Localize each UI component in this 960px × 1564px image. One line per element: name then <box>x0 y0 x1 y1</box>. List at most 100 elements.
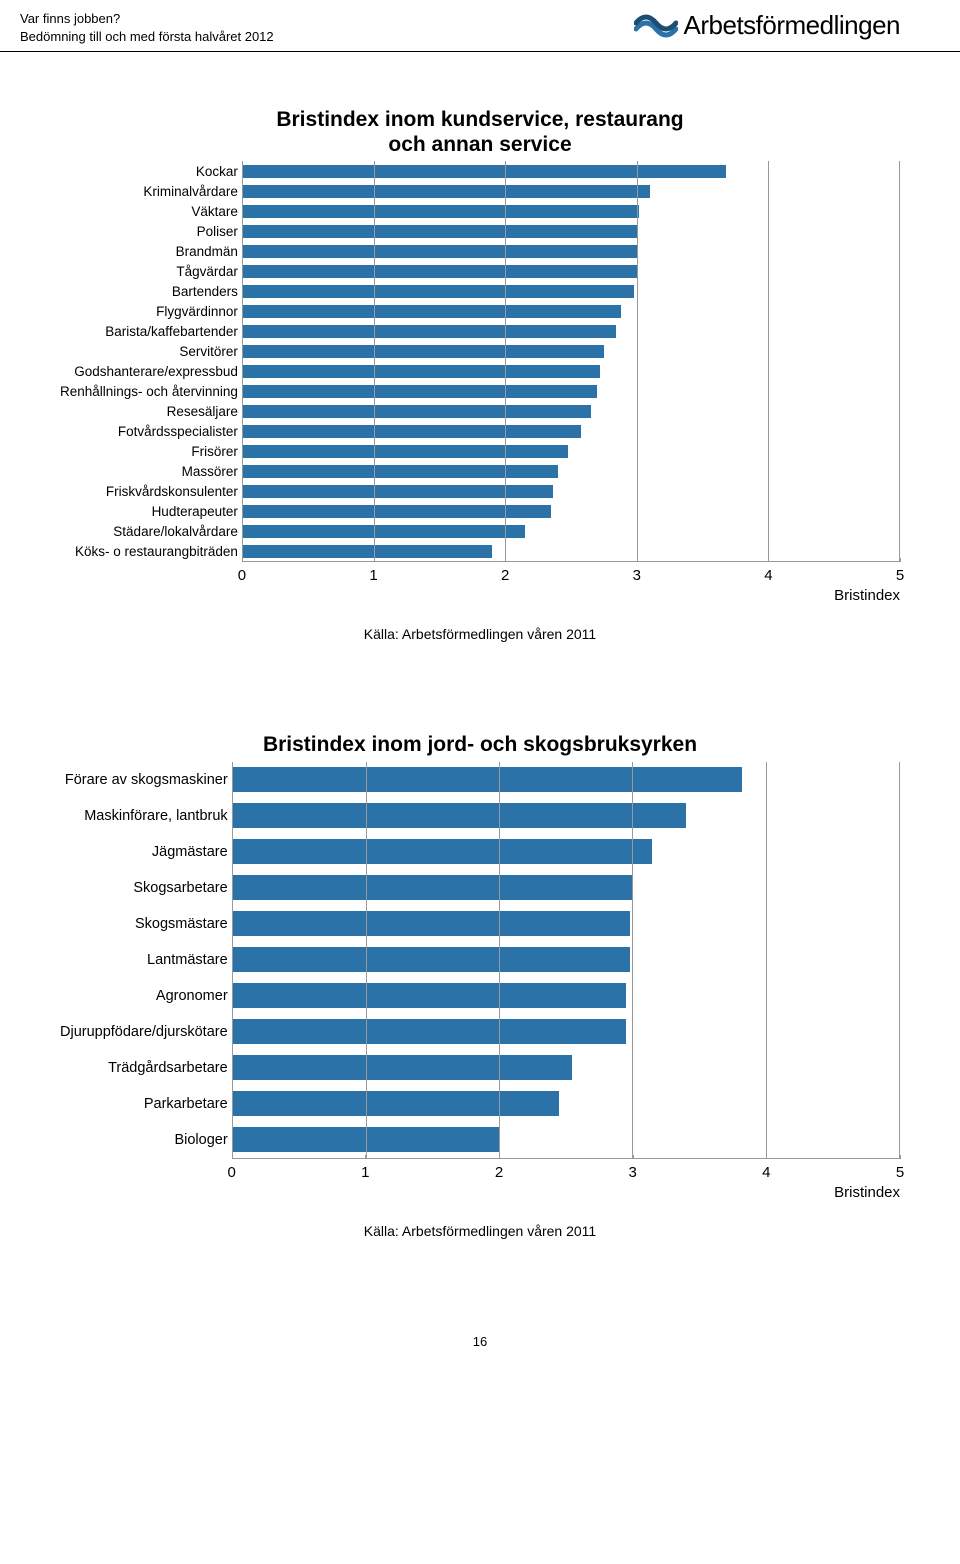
bar-row <box>243 401 899 421</box>
x-tick-label: 1 <box>369 567 377 584</box>
bar-row <box>233 870 899 906</box>
chart1: Bristindex inom kundservice, restaurang … <box>60 107 900 642</box>
gridline <box>499 762 500 1158</box>
category-label: Skogsarbetare <box>60 870 232 906</box>
chart1-title-line2: och annan service <box>60 132 900 157</box>
category-label: Agronomer <box>60 978 232 1014</box>
category-label: Lantmästare <box>60 942 232 978</box>
bar-row <box>243 321 899 341</box>
x-tick-label: 4 <box>764 567 772 584</box>
bar-row <box>233 1086 899 1122</box>
bar <box>243 385 597 399</box>
bar <box>233 947 630 971</box>
bar-row <box>233 834 899 870</box>
chart2-xaxis: 012345 <box>232 1158 900 1186</box>
bar-row <box>233 1122 899 1158</box>
bar-row <box>243 261 899 281</box>
bar <box>243 525 525 539</box>
bar <box>243 405 591 419</box>
bar <box>243 425 582 439</box>
x-tickmark <box>900 1155 901 1159</box>
gridline <box>366 762 367 1158</box>
bar-row <box>243 441 899 461</box>
gridline <box>632 762 633 1158</box>
bar <box>233 1019 626 1043</box>
x-tick-label: 3 <box>628 1164 636 1181</box>
category-label: Poliser <box>60 221 242 241</box>
bar <box>243 205 639 219</box>
category-label: Städare/lokalvårdare <box>60 521 242 541</box>
gridline <box>374 161 375 561</box>
bar <box>233 911 630 935</box>
x-tickmark <box>505 558 506 562</box>
category-label: Köks- o restaurangbiträden <box>60 541 242 561</box>
page-number: 16 <box>0 1334 960 1369</box>
category-label: Trädgårdsarbetare <box>60 1050 232 1086</box>
bar <box>233 1091 560 1115</box>
bar <box>243 305 621 319</box>
x-tick-label: 2 <box>501 567 509 584</box>
category-label: Biologer <box>60 1122 232 1158</box>
chart1-title-line1: Bristindex inom kundservice, restaurang <box>276 108 683 131</box>
chart2-source: Källa: Arbetsförmedlingen våren 2011 <box>60 1223 900 1239</box>
bar <box>243 345 604 359</box>
bar-row <box>243 521 899 541</box>
category-label: Parkarbetare <box>60 1086 232 1122</box>
category-label: Servitörer <box>60 341 242 361</box>
chart1-plot <box>242 161 900 561</box>
bar-row <box>243 481 899 501</box>
chart2-xlabel: Bristindex <box>232 1184 900 1201</box>
chart2: Bristindex inom jord- och skogsbruksyrke… <box>60 732 900 1238</box>
chart1-source: Källa: Arbetsförmedlingen våren 2011 <box>60 626 900 642</box>
bar-row <box>243 281 899 301</box>
x-tick-label: 0 <box>227 1164 235 1181</box>
bar-row <box>243 301 899 321</box>
category-label: Resesäljare <box>60 401 242 421</box>
category-label: Barista/kaffebartender <box>60 321 242 341</box>
category-label: Godshanterare/expressbud <box>60 361 242 381</box>
header-line2: Bedömning till och med första halvåret 2… <box>20 28 274 46</box>
bar <box>243 265 637 279</box>
bar <box>233 875 633 899</box>
bar-row <box>243 241 899 261</box>
chart2-title-line1: Bristindex inom jord- och skogsbruksyrke… <box>263 733 697 756</box>
chart2-title: Bristindex inom jord- och skogsbruksyrke… <box>60 732 900 757</box>
x-tickmark <box>633 1155 634 1159</box>
logo-icon <box>634 11 678 41</box>
x-tickmark <box>900 558 901 562</box>
gridline <box>637 161 638 561</box>
x-tickmark <box>242 558 243 562</box>
category-label: Jägmästare <box>60 834 232 870</box>
bar <box>243 365 600 379</box>
x-tickmark <box>499 1155 500 1159</box>
bar <box>243 465 558 479</box>
x-tick-label: 1 <box>361 1164 369 1181</box>
bar-row <box>243 161 899 181</box>
bar <box>243 285 634 299</box>
bar-row <box>233 762 899 798</box>
x-tickmark <box>365 1155 366 1159</box>
category-label: Tågvärdar <box>60 261 242 281</box>
bar-row <box>243 201 899 221</box>
chart1-title: Bristindex inom kundservice, restaurang … <box>60 107 900 157</box>
page-header: Var finns jobben? Bedömning till och med… <box>0 0 960 52</box>
x-tickmark <box>766 1155 767 1159</box>
bar-row <box>243 341 899 361</box>
x-tick-label: 4 <box>762 1164 770 1181</box>
bar-row <box>243 181 899 201</box>
bar <box>243 185 650 199</box>
gridline <box>766 762 767 1158</box>
category-label: Hudterapeuter <box>60 501 242 521</box>
category-label: Kriminalvårdare <box>60 181 242 201</box>
logo-text: Arbetsförmedlingen <box>684 10 900 41</box>
x-tick-label: 5 <box>896 1164 904 1181</box>
x-tick-label: 2 <box>495 1164 503 1181</box>
x-tick-label: 0 <box>238 567 246 584</box>
x-tick-label: 3 <box>633 567 641 584</box>
bar <box>233 767 742 791</box>
bar-row <box>233 906 899 942</box>
bar <box>233 839 653 863</box>
header-line1: Var finns jobben? <box>20 10 274 28</box>
category-label: Renhållnings- och återvinning <box>60 381 242 401</box>
chart1-bars <box>243 161 899 561</box>
